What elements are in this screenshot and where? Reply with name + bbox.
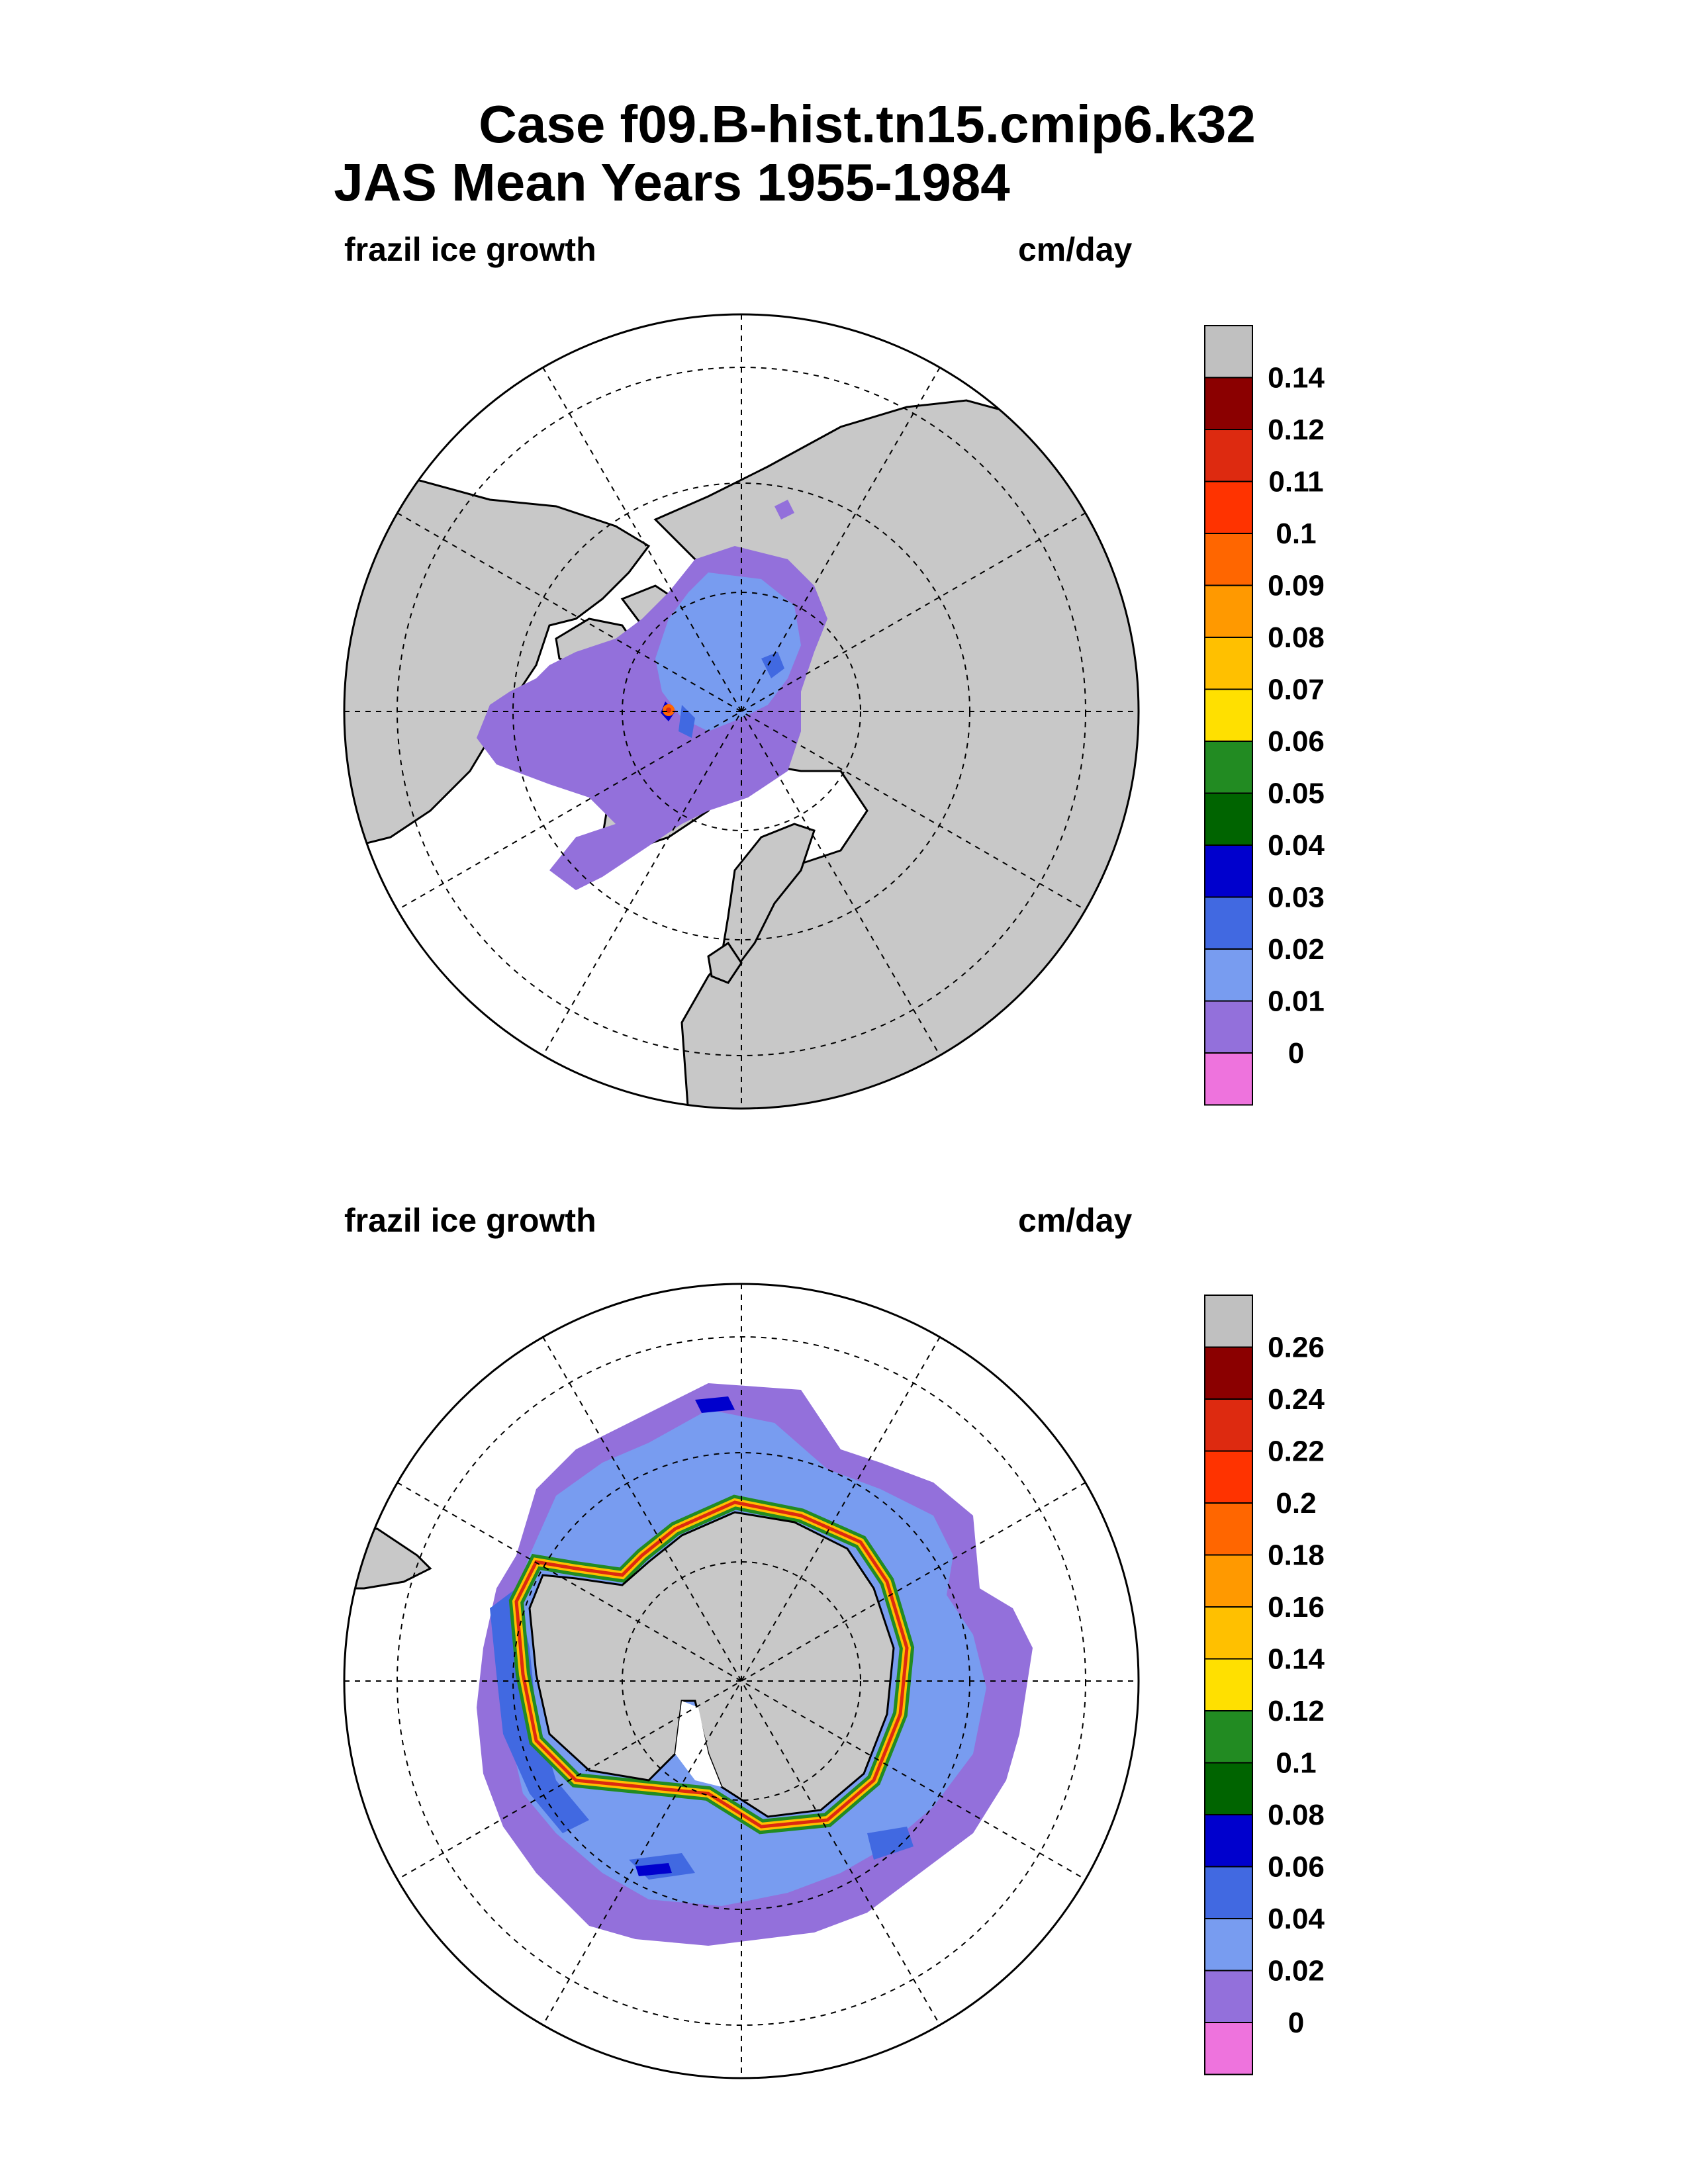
sh-units-label: cm/day (1018, 1202, 1133, 1239)
sh-colorbar-tick-label: 0.08 (1268, 1799, 1325, 1831)
nh-colorbar-tick-label: 0.03 (1268, 882, 1325, 914)
sh-colorbar-tick-label: 0.24 (1268, 1383, 1325, 1416)
nh-colorbar-tick-label: 0.08 (1268, 621, 1325, 654)
nh-colorbar-box (1204, 1000, 1253, 1054)
sh-colorbar-tick-label: 0.06 (1268, 1851, 1325, 1884)
nh-colorbar-tick-label: 0.12 (1268, 414, 1325, 446)
nh-frazil-field (477, 500, 827, 890)
sh-colorbar-tick-label: 0 (1288, 2007, 1304, 2039)
nh-colorbar-box (1204, 896, 1253, 950)
nh-colorbar-tick-label: 0.06 (1268, 725, 1325, 758)
sh-colorbar-tick-label: 0.12 (1268, 1695, 1325, 1727)
figure-title-case: Case f09.B-hist.tn15.cmip6.k32 (479, 95, 1256, 154)
nh-colorbar: 0.14 0.12 0.11 0.1 0.09 0.08 0.07 0.06 0.05 0.04 0… (1204, 325, 1325, 1106)
sh-weddell-shelf (675, 1701, 722, 1787)
sh-colorbar-box (1204, 1762, 1253, 1815)
nh-colorbar-tick-label: 0.11 (1268, 466, 1323, 498)
nh-colorbar-tick-label: 0.09 (1268, 570, 1325, 602)
nh-units-label: cm/day (1018, 231, 1133, 268)
sh-map-border (343, 1283, 1140, 2079)
sh-colorbar-box (1204, 1866, 1253, 1919)
nh-colorbar-box (1204, 325, 1253, 379)
nh-colorbar-tick-label: 0.14 (1268, 362, 1325, 394)
nh-colorbar-box (1204, 1052, 1253, 1106)
sh-colorbar-box (1204, 2022, 1253, 2075)
nh-colorbar-box (1204, 480, 1253, 534)
sh-variable-label: frazil ice growth (344, 1202, 596, 1239)
nh-map-border (343, 313, 1140, 1110)
nh-colorbar-box (1204, 741, 1253, 794)
sh-colorbar-tick-label: 0.16 (1268, 1591, 1325, 1623)
nh-colorbar-tick-label: 0 (1288, 1037, 1304, 1069)
sh-colorbar-box (1204, 1450, 1253, 1504)
sh-colorbar-tick-label: 0.14 (1268, 1643, 1325, 1676)
nh-variable-label: frazil ice growth (344, 231, 596, 268)
sh-colorbar-tick-label: 0.26 (1268, 1332, 1325, 1364)
nh-colorbar-tick-label: 0.1 (1276, 518, 1316, 550)
sh-colorbar: 0.26 0.24 0.22 0.2 0.18 0.16 0.14 0.12 0.1 0.08 0.… (1204, 1295, 1325, 2075)
sh-colorbar-tick-label: 0.04 (1268, 1903, 1325, 1935)
sh-colorbar-tick-label: 0.22 (1268, 1435, 1325, 1468)
sh-colorbar-box (1204, 1970, 1253, 2023)
nh-colorbar-box (1204, 533, 1253, 586)
sh-graticule (344, 1284, 1139, 2078)
nh-colorbar-tick-label: 0.04 (1268, 829, 1325, 862)
nh-polar-map (343, 313, 1140, 1110)
nh-colorbar-tick-label: 0.07 (1268, 674, 1325, 706)
sh-colorbar-box (1204, 1398, 1253, 1452)
sh-colorbar-box (1204, 1502, 1253, 1556)
nh-colorbar-tick-label: 0.01 (1268, 985, 1325, 1018)
nh-colorbar-box (1204, 584, 1253, 638)
nh-colorbar-box (1204, 637, 1253, 690)
nh-colorbar-tick-label: 0.05 (1268, 778, 1325, 810)
sh-colorbar-box (1204, 1606, 1253, 1660)
nh-graticule (344, 314, 1139, 1109)
sh-coastal-band (508, 1494, 915, 1835)
sh-colorbar-box (1204, 1295, 1253, 1348)
sh-colorbar-box (1204, 1346, 1253, 1400)
sh-colorbar-box (1204, 1710, 1253, 1764)
sh-colorbar-box (1204, 1554, 1253, 1608)
sh-colorbar-tick-label: 0.2 (1276, 1487, 1316, 1520)
nh-colorbar-box (1204, 688, 1253, 742)
sh-colorbar-box (1204, 1658, 1253, 1711)
nh-colorbar-box (1204, 844, 1253, 898)
nh-colorbar-box (1204, 792, 1253, 846)
nh-colorbar-tick-label: 0.02 (1268, 933, 1325, 966)
sh-colorbar-tick-label: 0.18 (1268, 1539, 1325, 1572)
nh-colorbar-box (1204, 429, 1253, 482)
sh-colorbar-box (1204, 1918, 1253, 1972)
sh-colorbar-box (1204, 1814, 1253, 1868)
sh-colorbar-tick-label: 0.02 (1268, 1955, 1325, 1987)
sh-polar-map (343, 1283, 1140, 2079)
figure-title-period: JAS Mean Years 1955-1984 (334, 153, 1010, 212)
nh-colorbar-box (1204, 948, 1253, 1002)
nh-colorbar-box (1204, 377, 1253, 430)
sh-colorbar-tick-label: 0.1 (1276, 1747, 1316, 1780)
